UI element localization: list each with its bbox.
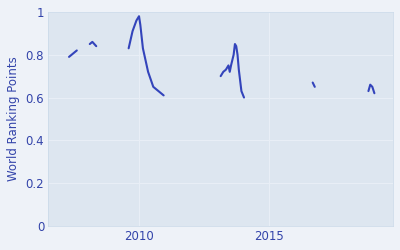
Y-axis label: World Ranking Points: World Ranking Points — [7, 56, 20, 181]
